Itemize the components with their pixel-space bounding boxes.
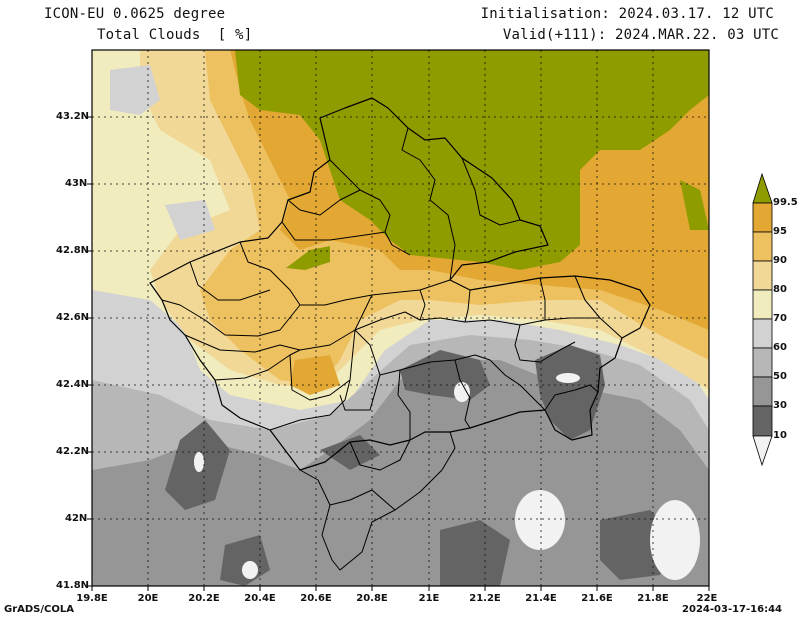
field-dark-2 — [535, 345, 605, 440]
field-dark-7 — [220, 535, 270, 586]
colorbar-swatch-30 — [752, 376, 773, 407]
lon-label: 21.2E — [469, 593, 501, 604]
field-dark-5 — [440, 520, 510, 586]
lon-label: 22E — [696, 593, 718, 604]
lat-label: 42.2N — [56, 446, 90, 457]
colorbar-label: 80 — [773, 284, 787, 295]
field-99-patch2 — [680, 180, 709, 230]
lat-label: 42.8N — [56, 245, 90, 256]
field-90-patch — [235, 280, 290, 320]
field-clear-6 — [242, 561, 258, 579]
colorbar-swatch-50 — [752, 347, 773, 378]
lat-label: 42.4N — [56, 379, 90, 390]
lon-label: 20.6E — [300, 593, 332, 604]
lon-label: 20E — [137, 593, 159, 604]
lon-label: 19.8E — [76, 593, 108, 604]
colorbar-bottom-arrow — [752, 435, 773, 467]
colorbar-swatch-70 — [752, 289, 773, 320]
lat-label: 41.8N — [56, 580, 90, 591]
lon-label: 21.6E — [581, 593, 613, 604]
colorbar — [752, 172, 773, 467]
field-70-patch — [110, 65, 160, 115]
lon-label: 20.8E — [356, 593, 388, 604]
render-timestamp: 2024-03-17-16:44 — [682, 604, 782, 615]
field-dark-4 — [320, 435, 380, 470]
colorbar-label: 60 — [773, 342, 787, 353]
field-99-patch — [286, 246, 330, 270]
colorbar-swatch-90 — [752, 231, 773, 262]
field-clear-4 — [515, 490, 565, 550]
lat-label: 43.2N — [56, 111, 90, 122]
field-clear-1 — [454, 382, 470, 402]
colorbar-swatch-95 — [752, 202, 773, 233]
axis-ticks — [87, 116, 710, 591]
variable-title: Total Clouds [ %] — [97, 27, 253, 43]
country-outline — [149, 97, 651, 471]
colorbar-swatch-80 — [752, 260, 773, 291]
lon-label: 21.8E — [637, 593, 669, 604]
model-title: ICON-EU 0.0625 degree — [44, 6, 226, 22]
software-credit: GrADS/COLA — [4, 604, 74, 615]
lon-label: 21.4E — [525, 593, 557, 604]
admin-boundaries — [149, 97, 651, 571]
colorbar-label: 99.5 — [773, 197, 798, 208]
field-clear-3 — [194, 452, 204, 472]
init-time: Initialisation: 2024.03.17. 12 UTC — [480, 6, 774, 22]
colorbar-swatch-10 — [752, 405, 773, 437]
graticule — [92, 50, 709, 586]
cloud-field — [92, 50, 709, 586]
colorbar-label: 50 — [773, 371, 787, 382]
colorbar-top-arrow — [752, 172, 773, 204]
colorbar-label: 10 — [773, 430, 787, 441]
lat-label: 43N — [65, 178, 88, 189]
lon-label: 21E — [418, 593, 440, 604]
colorbar-label: 70 — [773, 313, 787, 324]
colorbar-label: 30 — [773, 400, 787, 411]
field-clear-5 — [650, 500, 700, 580]
valid-time: Valid(+111): 2024.MAR.22. 03 UTC — [502, 27, 779, 43]
colorbar-swatch-60 — [752, 318, 773, 349]
colorbar-label: 95 — [773, 226, 787, 237]
lon-label: 20.4E — [244, 593, 276, 604]
lat-label: 42N — [65, 513, 88, 524]
lon-label: 20.2E — [188, 593, 220, 604]
field-70-patch2 — [165, 200, 215, 240]
colorbar-label: 90 — [773, 255, 787, 266]
lat-label: 42.6N — [56, 312, 90, 323]
field-clear-2 — [556, 373, 580, 383]
